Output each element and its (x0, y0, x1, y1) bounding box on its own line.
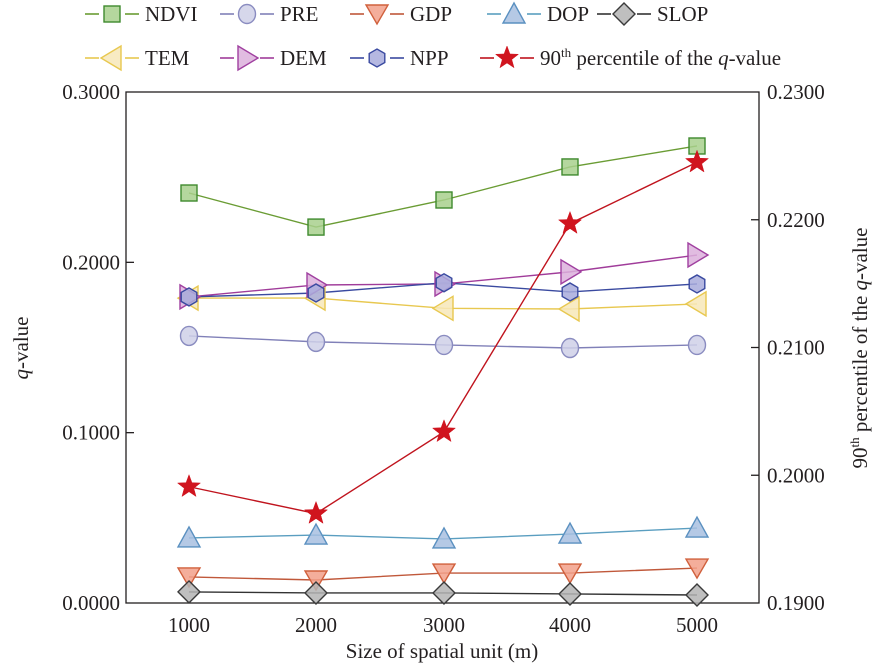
y-tick-label: 0.2000 (62, 250, 120, 274)
y2-tick-label: 0.1900 (767, 591, 825, 615)
legend-label: DEM (280, 46, 327, 70)
legend-label: SLOP (657, 2, 708, 26)
y-tick-label: 0.3000 (62, 80, 120, 104)
legend-marker-icon (99, 44, 122, 72)
legend-marker-icon (364, 4, 390, 26)
data-point-slop (685, 583, 709, 607)
data-point-slop (432, 580, 456, 605)
legend-label: TEM (145, 46, 190, 70)
data-point-ndvi (435, 191, 453, 209)
legend-label: PRE (280, 2, 319, 26)
data-point-ndvi (561, 158, 579, 176)
legend-item: GDP (350, 2, 452, 26)
x-tick-label: 4000 (549, 613, 591, 637)
data-point-gdp (557, 563, 583, 585)
data-point-90th-percentile-of-the-q-value (303, 500, 329, 524)
y-tick-label: 0.0000 (62, 591, 120, 615)
data-point-dop (303, 522, 329, 545)
legend-label: GDP (410, 2, 452, 26)
data-point-pre (687, 334, 707, 356)
data-point-pre (560, 337, 580, 359)
y2-tick-label: 0.2100 (767, 336, 825, 360)
series-lines (188, 145, 698, 596)
data-point-tem (557, 295, 580, 323)
data-point-90th-percentile-of-the-q-value (684, 149, 710, 173)
legend-label: NPP (410, 46, 449, 70)
y2-axis-title: 90th percentile of the q-value (847, 227, 872, 468)
data-point-pre (434, 334, 454, 356)
data-point-tem (684, 290, 707, 318)
data-point-npp (180, 287, 198, 307)
y2-tick-label: 0.2200 (767, 208, 825, 232)
data-point-slop (558, 581, 582, 606)
data-point-npp (688, 274, 706, 294)
data-point-dop (176, 525, 202, 548)
legend-item: TEM (85, 44, 190, 72)
data-point-gdp (431, 563, 457, 585)
data-point-dem (560, 258, 583, 286)
data-point-gdp (176, 567, 202, 589)
legend-marker-icon (368, 48, 386, 68)
legend: NDVI PRE GDP DOP SLOP TEM DEM NPP 90th percentil… (85, 1, 781, 72)
data-point-90th-percentile-of-the-q-value (557, 210, 583, 234)
data-point-tem (431, 295, 454, 322)
legend-item: 90th percentile of the q-value (480, 45, 781, 70)
data-point-pre (179, 325, 199, 347)
legend-item: NPP (350, 46, 449, 70)
data-point-npp (307, 283, 325, 303)
series-line-ndvi (188, 145, 698, 228)
x-tick-label: 3000 (423, 613, 465, 637)
data-point-90th-percentile-of-the-q-value (176, 474, 202, 498)
legend-label: DOP (547, 2, 589, 26)
data-point-dem (687, 241, 710, 269)
data-point-ndvi (180, 184, 198, 202)
axis-ticks: 0.0000 0.1000 0.2000 0.3000 0.1900 0.2000 0.21… (62, 80, 825, 637)
x-tick-label: 5000 (676, 613, 718, 637)
legend-item: SLOP (597, 2, 708, 26)
data-point-slop (304, 580, 328, 605)
data-point-slop (177, 579, 201, 604)
y-tick-label: 0.1000 (62, 421, 120, 445)
y2-tick-label: 0.2000 (767, 463, 825, 487)
data-point-npp (435, 272, 453, 293)
data-point-pre (306, 331, 326, 353)
data-point-dop (557, 521, 583, 544)
y2-tick-label: 0.2300 (767, 80, 825, 104)
legend-marker-icon (237, 44, 260, 72)
legend-marker-icon (501, 1, 527, 24)
data-point-dop (684, 515, 710, 538)
data-point-dop (431, 526, 457, 549)
legend-item: DOP (487, 1, 589, 26)
x-tick-label: 1000 (168, 613, 210, 637)
y-axis-title: q-value (9, 317, 33, 380)
x-axis-title: Size of spatial unit (m) (346, 639, 538, 663)
legend-item: DEM (220, 44, 327, 72)
legend-item: PRE (220, 2, 319, 26)
legend-label: NDVI (145, 2, 198, 26)
data-point-ndvi (307, 218, 325, 236)
legend-item: NDVI (85, 2, 198, 26)
legend-marker-icon (494, 45, 520, 69)
x-tick-label: 2000 (295, 613, 337, 637)
legend-marker-icon (103, 5, 121, 23)
legend-marker-icon (237, 3, 257, 25)
data-point-npp (561, 282, 579, 302)
data-point-gdp (303, 570, 329, 592)
legend-label: 90th percentile of the q-value (540, 45, 781, 70)
data-point-90th-percentile-of-the-q-value (431, 419, 457, 443)
data-point-gdp (684, 558, 710, 580)
series-markers (176, 137, 710, 607)
legend-marker-icon (612, 2, 636, 26)
